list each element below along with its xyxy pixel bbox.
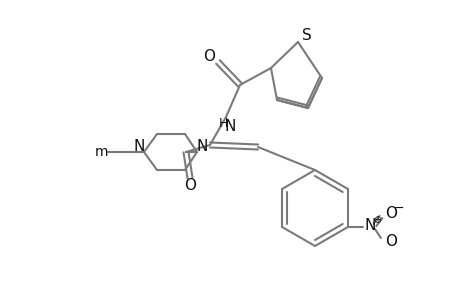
Text: ⊕: ⊕ [372,215,380,225]
Text: N: N [224,118,235,134]
Text: H: H [218,116,227,130]
Text: O: O [202,49,214,64]
Text: N: N [133,139,145,154]
Text: S: S [302,28,311,43]
Text: O: O [184,178,196,194]
Text: −: − [393,202,403,214]
Text: N: N [196,139,207,154]
Text: m: m [95,145,108,159]
Text: N: N [364,218,375,233]
Text: O: O [384,233,396,248]
Text: O: O [384,206,396,221]
